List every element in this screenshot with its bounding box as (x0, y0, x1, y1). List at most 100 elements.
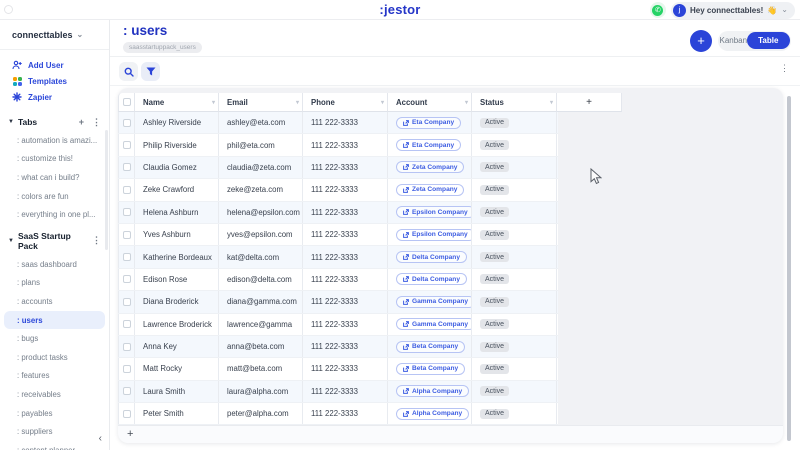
account-link-badge[interactable]: Beta Company (396, 340, 466, 353)
cell-name[interactable]: Anna Key (135, 335, 219, 358)
sidebar-link-zapier[interactable]: Zapier (0, 89, 109, 105)
sidebar-item-automation-is-amazi[interactable]: : automation is amazi... (17, 135, 98, 145)
row-checkbox[interactable] (122, 320, 131, 329)
account-link-badge[interactable]: Epsilon Company (396, 206, 471, 219)
row-checkbox[interactable] (122, 141, 131, 150)
section-header-saas-startup-pack[interactable]: ▼ SaaS Startup Pack ⋮ (8, 230, 101, 251)
cell-account[interactable]: Delta Company (388, 246, 472, 268)
sidebar-scrollbar[interactable] (105, 130, 108, 250)
cell-status[interactable]: Active (472, 223, 557, 246)
cell-account[interactable]: Alpha Company (388, 403, 472, 425)
row-checkbox[interactable] (122, 275, 131, 284)
cell-account[interactable]: Beta Company (388, 335, 472, 358)
sidebar-item-accounts[interactable]: : accounts (17, 296, 53, 306)
cell-status[interactable]: Active (472, 179, 557, 201)
cell-name[interactable]: Laura Smith (135, 380, 219, 403)
filter-button[interactable] (141, 62, 160, 81)
cell-email[interactable]: helena@epsilon.com (219, 201, 303, 223)
cell-status[interactable]: Active (472, 291, 557, 313)
row-checkbox[interactable] (122, 208, 131, 217)
cell-phone[interactable]: 111 222-3333 (303, 268, 388, 291)
account-link-badge[interactable]: Zeta Company (396, 161, 465, 174)
account-link-badge[interactable]: Epsilon Company (396, 228, 471, 241)
cell-status[interactable]: Active (472, 313, 557, 335)
select-all-checkbox[interactable] (122, 98, 131, 106)
cell-account[interactable]: Alpha Company (388, 380, 472, 403)
add-record-button[interactable]: + (690, 29, 712, 52)
section-header-tabs[interactable]: ▼ Tabs + ⋮ (8, 116, 101, 127)
cell-email[interactable]: diana@gamma.com (219, 291, 303, 313)
cell-phone[interactable]: 111 222-3333 (303, 156, 388, 179)
sidebar-collapse-button[interactable]: ‹ (98, 433, 102, 444)
table-row[interactable]: Peter Smith peter@alpha.com 111 222-3333… (118, 403, 558, 426)
tab-table[interactable]: Table (747, 32, 790, 49)
cell-name[interactable]: Katherine Bordeaux (135, 246, 219, 268)
search-button[interactable] (119, 62, 138, 81)
table-row[interactable]: Helena Ashburn helena@epsilon.com 111 22… (118, 201, 558, 224)
column-header-status[interactable]: Status ▾ (472, 93, 557, 112)
cell-account[interactable]: Eta Company (388, 112, 472, 134)
account-link-badge[interactable]: Alpha Company (396, 407, 470, 420)
cell-status[interactable]: Active (472, 358, 557, 380)
cell-status[interactable]: Active (472, 201, 557, 223)
cell-email[interactable]: ashley@eta.com (219, 112, 303, 134)
sidebar-item-colors-are-fun[interactable]: : colors are fun (17, 191, 69, 201)
cell-name[interactable]: Diana Broderick (135, 291, 219, 313)
cell-phone[interactable]: 111 222-3333 (303, 112, 388, 134)
account-link-badge[interactable]: Alpha Company (396, 385, 470, 398)
cell-status[interactable]: Active (472, 134, 557, 156)
table-row[interactable]: Diana Broderick diana@gamma.com 111 222-… (118, 291, 558, 314)
table-row[interactable]: Ashley Riverside ashley@eta.com 111 222-… (118, 112, 558, 135)
cell-phone[interactable]: 111 222-3333 (303, 358, 388, 380)
cell-phone[interactable]: 111 222-3333 (303, 313, 388, 335)
cell-account[interactable]: Epsilon Company (388, 223, 472, 246)
cell-email[interactable]: laura@alpha.com (219, 380, 303, 403)
cell-status[interactable]: Active (472, 380, 557, 403)
row-checkbox[interactable] (122, 387, 131, 396)
cell-account[interactable]: Epsilon Company (388, 201, 472, 223)
account-link-badge[interactable]: Zeta Company (396, 183, 465, 196)
cell-phone[interactable]: 111 222-3333 (303, 291, 388, 313)
row-checkbox[interactable] (122, 364, 131, 373)
cell-email[interactable]: matt@beta.com (219, 358, 303, 380)
add-row-button[interactable]: + (127, 428, 134, 441)
column-header-account[interactable]: Account ▾ (388, 93, 472, 112)
cell-phone[interactable]: 111 222-3333 (303, 134, 388, 156)
cell-email[interactable]: kat@delta.com (219, 246, 303, 268)
column-header-name[interactable]: Name ▾ (135, 93, 219, 112)
cell-status[interactable]: Active (472, 268, 557, 291)
tab-kanban[interactable]: Kanban (719, 36, 748, 45)
cell-name[interactable]: Claudia Gomez (135, 156, 219, 179)
account-link-badge[interactable]: Beta Company (396, 362, 466, 375)
account-link-badge[interactable]: Delta Company (396, 273, 467, 286)
table-row[interactable]: Laura Smith laura@alpha.com 111 222-3333… (118, 380, 558, 404)
cell-status[interactable]: Active (472, 403, 557, 425)
row-checkbox[interactable] (122, 253, 131, 262)
cell-name[interactable]: Edison Rose (135, 268, 219, 291)
cell-name[interactable]: Matt Rocky (135, 358, 219, 380)
cell-name[interactable]: Zeke Crawford (135, 179, 219, 201)
add-tab-icon[interactable]: + (78, 116, 84, 127)
cell-phone[interactable]: 111 222-3333 (303, 223, 388, 246)
cell-account[interactable]: Eta Company (388, 134, 472, 156)
sidebar-item-users[interactable]: : users (4, 310, 105, 330)
cell-status[interactable]: Active (472, 156, 557, 179)
workspace-switcher[interactable]: connecttables ⌄ (0, 20, 109, 50)
cell-name[interactable]: Yves Ashburn (135, 223, 219, 246)
sidebar-item-what-can-i-build[interactable]: : what can i build? (17, 172, 80, 182)
table-row[interactable]: Matt Rocky matt@beta.com 111 222-3333 Be… (118, 358, 558, 381)
vertical-scrollbar[interactable] (787, 96, 791, 441)
row-checkbox[interactable] (122, 342, 131, 351)
sidebar-item-payables[interactable]: : payables (17, 408, 53, 418)
account-link-badge[interactable]: Delta Company (396, 251, 467, 264)
table-row[interactable]: Lawrence Broderick lawrence@gamma 111 22… (118, 313, 558, 336)
cell-name[interactable]: Lawrence Broderick (135, 313, 219, 335)
whatsapp-button[interactable]: ✆ (649, 2, 666, 18)
cell-status[interactable]: Active (472, 335, 557, 358)
row-checkbox[interactable] (122, 230, 131, 239)
table-row[interactable]: Katherine Bordeaux kat@delta.com 111 222… (118, 246, 558, 269)
row-checkbox[interactable] (122, 297, 131, 306)
table-row[interactable]: Philip Riverside phil@eta.com 111 222-33… (118, 134, 558, 157)
cell-email[interactable]: lawrence@gamma (219, 313, 303, 335)
cell-email[interactable]: anna@beta.com (219, 335, 303, 358)
